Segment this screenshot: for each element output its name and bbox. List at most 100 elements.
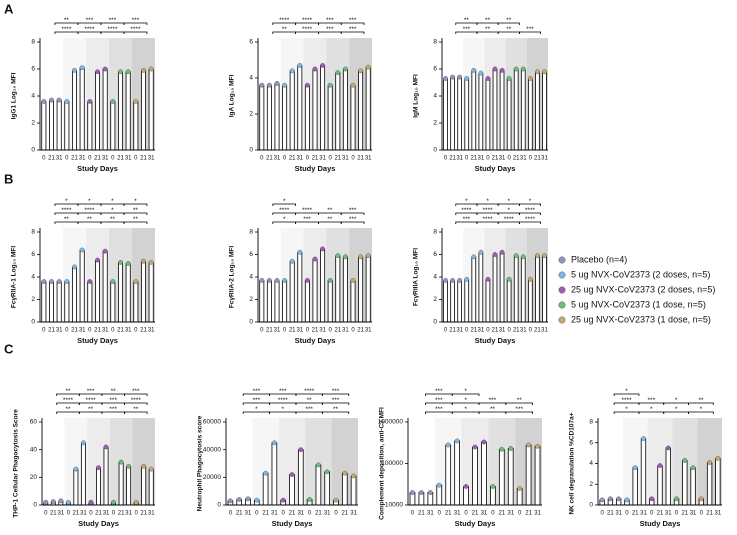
x-tick-label: 31 [296,328,303,334]
bar [110,101,116,151]
data-point [320,63,325,68]
x-tick-label: 21 [492,156,499,162]
bar [478,251,484,323]
significance-stars: **** [131,397,142,404]
significance-stars: **** [504,216,515,223]
bar [492,254,498,323]
data-point [492,66,498,72]
x-tick-label: 0 [329,156,333,162]
data-point [657,463,663,468]
x-tick-label: 21 [513,328,520,334]
data-point [508,446,514,451]
bar [259,84,265,151]
x-tick-label: 0 [283,156,287,162]
x-tick-label: 31 [56,328,63,334]
bar [282,84,288,151]
x-tick-label: 0 [255,511,259,517]
significance-stars: * [675,397,678,404]
significance-stars: ** [64,17,70,24]
x-tick-label: 21 [534,328,541,334]
significance-stars: ** [65,406,71,413]
significance-stars: * [508,198,511,205]
bar [341,472,348,506]
x-axis-label: Study Days [295,164,336,173]
x-tick-label: 0 [112,511,116,517]
data-point [350,277,356,283]
data-point [79,65,85,71]
bar [478,72,484,151]
significance-stars: *** [86,17,94,24]
bar [73,468,79,506]
x-tick-label: 31 [274,156,281,162]
data-point [41,99,47,104]
bar [48,281,55,323]
x-tick-label: 0 [650,511,654,517]
y-tick-label: 2 [433,296,437,303]
x-tick-label: 21 [73,511,80,517]
data-point [527,276,533,282]
bar [94,71,101,151]
x-tick-label: 31 [541,156,548,162]
significance-stars: ** [133,207,139,214]
x-tick-label: 21 [632,511,639,517]
significance-bracket [123,31,148,34]
x-tick-label: 21 [94,156,101,162]
significance-stars: *** [132,17,140,24]
bar [513,255,519,323]
data-point [632,465,638,471]
bar [56,99,62,151]
data-point [506,276,512,282]
data-point [266,277,272,283]
x-tick-label: 31 [640,511,647,517]
data-point [542,69,547,75]
x-tick-label: 31 [103,511,110,517]
x-tick-label: 0 [283,328,287,334]
x-axis-label: Study Days [640,519,681,528]
significance-stars: *** [326,17,334,24]
x-tick-label: 31 [79,328,86,334]
significance-stars: **** [278,397,289,404]
x-tick-label: 31 [615,511,622,517]
x-tick-label: 31 [456,328,463,334]
bar [682,459,688,506]
significance-stars: **** [525,216,536,223]
data-point [320,246,325,252]
x-tick-label: 0 [491,511,495,517]
data-point [298,447,304,453]
x-tick-label: 21 [470,156,477,162]
significance-stars: *** [332,397,340,404]
significance-stars: **** [483,216,494,223]
x-tick-label: 0 [438,511,442,517]
bar [342,68,348,151]
x-tick-label: 21 [449,328,456,334]
group-background [226,418,253,505]
x-tick-label: 21 [498,511,505,517]
data-point [125,69,131,75]
data-point [450,74,455,80]
significance-bracket [688,402,714,405]
x-tick-label: 21 [118,511,125,517]
x-tick-label: 31 [507,511,514,517]
bar [266,279,272,323]
significance-stars: * [65,198,68,205]
y-axis-label: FcγRIIA-2 Log₁₀ MFI [229,246,236,309]
bar [266,84,272,151]
data-point [148,66,154,72]
data-point [312,66,318,72]
data-point [282,82,287,88]
significance-bracket [451,393,480,396]
x-tick-label: 0 [507,156,511,162]
significance-bracket [518,221,541,224]
x-tick-label: 21 [315,511,322,517]
significance-bracket [272,203,297,206]
data-point [133,279,139,284]
data-point [481,439,487,445]
data-point [520,66,526,72]
significance-stars: **** [61,26,72,33]
significance-stars: ** [65,388,71,395]
bar [481,441,487,506]
bar [463,486,469,506]
x-tick-label: 0 [67,511,71,517]
bar [304,279,310,323]
